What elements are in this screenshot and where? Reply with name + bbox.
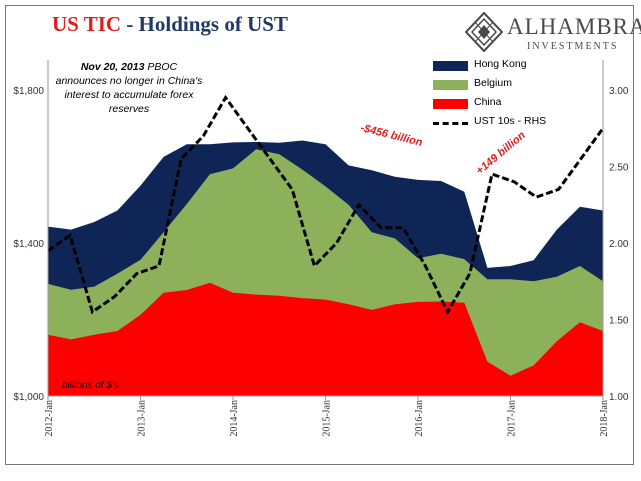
legend-label-belgium: Belgium <box>474 77 512 89</box>
chart-frame <box>5 5 634 465</box>
pboc-annotation: Nov 20, 2013 PBOC announces no longer in… <box>54 60 204 116</box>
line-ust10 <box>47 94 605 316</box>
legend-swatch-china <box>433 99 468 109</box>
x-tick-label: 2012-Jan <box>44 400 55 437</box>
units-label: billions of $'s <box>62 380 119 391</box>
x-tick-label: 2013-Jan <box>137 400 148 437</box>
title-rest: - Holdings of UST <box>121 12 288 36</box>
y-right-tick-label: 2.00 <box>609 239 629 250</box>
alhambra-diamond-icon <box>465 12 503 52</box>
x-tick-label: 2018-Jan <box>599 400 610 437</box>
y-left-tick-label: $1,400 <box>13 239 44 250</box>
legend-label-china: China <box>474 96 502 108</box>
y-right-tick-label: 1.50 <box>609 316 629 327</box>
pboc-annotation-text: PBOC announces no longer in China's inte… <box>55 61 203 115</box>
x-tick-label: 2016-Jan <box>414 400 425 437</box>
brand-name: ALHAMBRA <box>507 14 641 39</box>
legend-swatch-hong-kong <box>433 61 468 71</box>
pboc-annotation-date: Nov 20, 2013 <box>80 61 145 73</box>
legend-swatch-belgium <box>433 80 468 90</box>
alhambra-logo: ALHAMBRA INVESTMENTS <box>465 10 641 58</box>
y-left-tick-label: $1,000 <box>13 392 44 403</box>
brand-subtitle: INVESTMENTS <box>527 41 619 52</box>
x-tick-label: 2017-Jan <box>507 400 518 437</box>
y-right-tick-label: 1.00 <box>609 392 629 403</box>
y-right-tick-label: 2.50 <box>609 163 629 174</box>
legend-label-ust10: UST 10s - RHS <box>474 115 547 127</box>
x-tick-label: 2014-Jan <box>229 400 240 437</box>
legend-swatch-ust10 <box>433 122 468 125</box>
y-right-tick-label: 3.00 <box>609 86 629 97</box>
title-emphasis: US TIC <box>52 12 122 36</box>
legend-label-hong-kong: Hong Kong <box>474 58 527 70</box>
chart-title: US TIC - Holdings of UST <box>52 12 288 37</box>
x-tick-label: 2015-Jan <box>322 400 333 437</box>
y-left-tick-label: $1,800 <box>13 86 44 97</box>
area-china <box>48 282 603 396</box>
